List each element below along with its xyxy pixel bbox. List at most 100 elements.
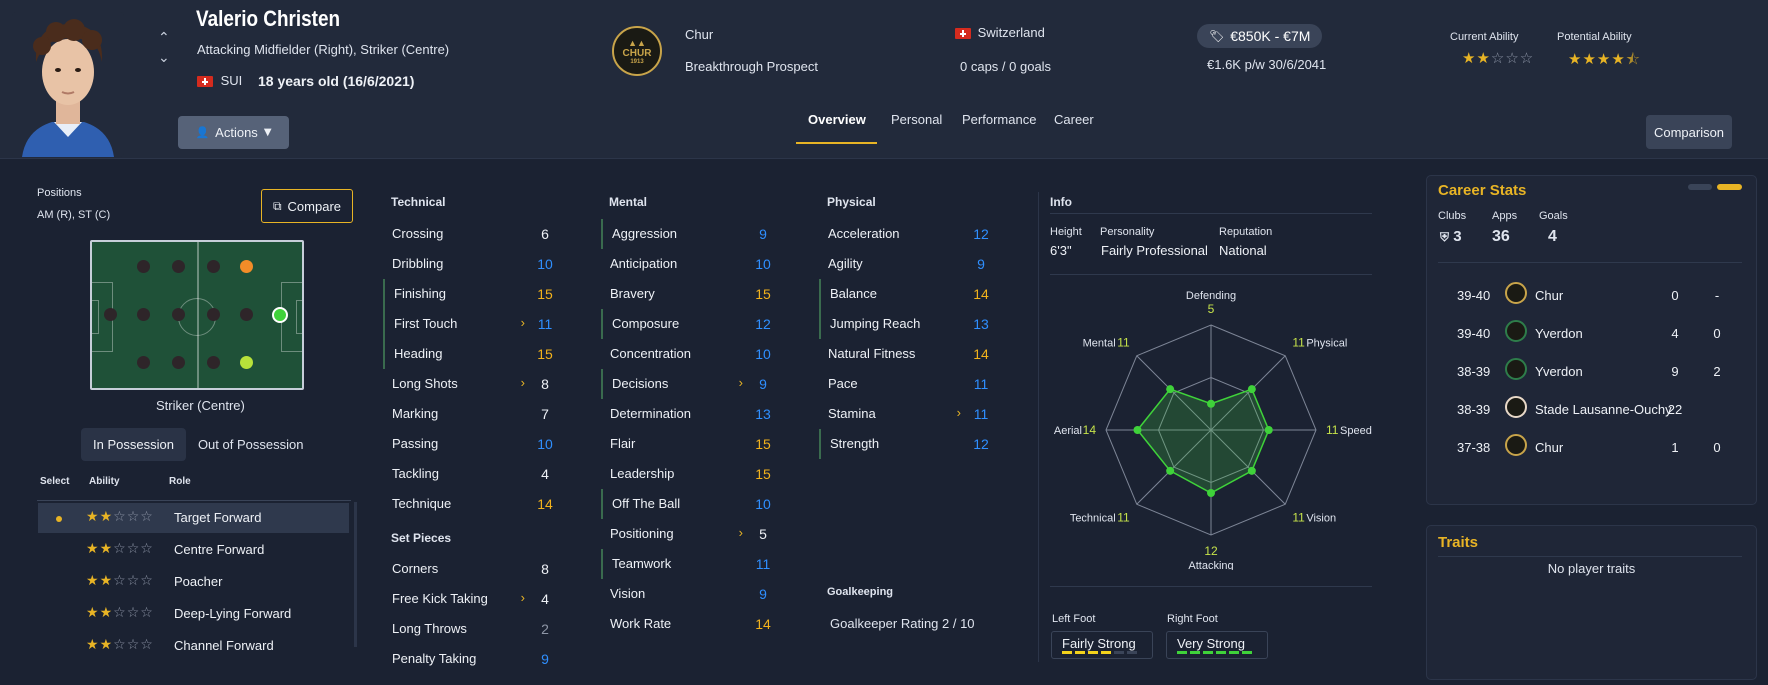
attribute-name: Strength — [830, 436, 880, 451]
attribute-value: 14 — [755, 616, 771, 632]
radar-value-label: 11 — [1292, 336, 1305, 350]
attribute-row[interactable]: Leadership 15 — [601, 459, 781, 489]
attribute-row[interactable]: Work Rate 14 — [601, 609, 781, 639]
tab-out-of-possession[interactable]: Out of Possession — [197, 437, 304, 452]
attribute-row[interactable]: Balance 14 — [819, 279, 999, 309]
attribute-row[interactable]: Aggression 9 — [601, 219, 781, 249]
career-row[interactable]: 38-39 Stade Lausanne-Ouchy 22 — [1447, 392, 1747, 428]
height-label: Height — [1050, 226, 1082, 238]
role-row[interactable]: ★★☆☆☆ Target Forward — [38, 503, 349, 533]
personality-value: Fairly Professional — [1101, 243, 1208, 258]
tab-overview[interactable]: Overview — [808, 112, 866, 127]
tab-performance[interactable]: Performance — [962, 112, 1037, 127]
attribute-row[interactable]: Flair 15 — [601, 429, 781, 459]
attribute-row[interactable]: Concentration 10 — [601, 339, 781, 369]
transfer-value[interactable]: 🏷 €850K - €7M — [1197, 24, 1323, 48]
career-club[interactable]: Chur — [1535, 440, 1564, 455]
next-player-icon[interactable]: ⌄ — [158, 50, 170, 66]
role-selected-dot-icon — [56, 516, 62, 522]
club-logo-icon — [1505, 282, 1527, 304]
radar-point — [1166, 385, 1175, 394]
role-row[interactable]: ★★☆☆☆ Deep-Lying Forward — [38, 599, 349, 629]
attribute-row[interactable]: Acceleration 12 — [819, 219, 999, 249]
attribute-value: 9 — [759, 376, 767, 392]
attribute-row[interactable]: Finishing 15 — [383, 279, 563, 309]
attribute-row[interactable]: Penalty Taking 9 — [383, 644, 563, 674]
potential-ability-label: Potential Ability — [1557, 31, 1632, 43]
career-club[interactable]: Chur — [1535, 288, 1564, 303]
radar-axis-label: Speed — [1340, 425, 1372, 437]
attribute-row[interactable]: Composure 12 — [601, 309, 781, 339]
club-logo-icon — [1505, 320, 1527, 342]
clubs-value: 3 — [1453, 228, 1462, 245]
attribute-row[interactable]: First Touch › 11 — [383, 309, 563, 339]
tab-in-possession[interactable]: In Possession — [81, 428, 186, 461]
attribute-row[interactable]: Long Shots › 8 — [383, 369, 563, 399]
comparison-button[interactable]: Comparison — [1646, 115, 1732, 149]
goals-value: 4 — [1548, 228, 1557, 245]
radar-value-label: 11 — [1117, 336, 1130, 350]
attribute-row[interactable]: Natural Fitness 14 — [819, 339, 999, 369]
career-club[interactable]: Yverdon — [1535, 364, 1583, 379]
attribute-row[interactable]: Free Kick Taking › 4 — [383, 584, 563, 614]
nation-link[interactable]: Switzerland — [955, 25, 1045, 40]
attribute-row[interactable]: Vision 9 — [601, 579, 781, 609]
page-dot-active[interactable] — [1717, 184, 1742, 190]
role-row[interactable]: ★★☆☆☆ Channel Forward — [38, 631, 349, 661]
club-logo-icon — [1505, 434, 1527, 456]
role-name: Poacher — [174, 574, 223, 589]
attribute-trend-icon: › — [520, 315, 525, 330]
attribute-value: 11 — [755, 556, 771, 572]
attribute-row[interactable]: Passing 10 — [383, 429, 563, 459]
tab-personal[interactable]: Personal — [891, 112, 943, 127]
career-row[interactable]: 37-38 Chur 1 0 — [1447, 430, 1747, 466]
attribute-value: 12 — [973, 436, 989, 452]
col-role: Role — [169, 476, 191, 487]
role-row[interactable]: ★★☆☆☆ Centre Forward — [38, 535, 349, 565]
attribute-row[interactable]: Strength 12 — [819, 429, 999, 459]
attribute-row[interactable]: Heading 15 — [383, 339, 563, 369]
attribute-row[interactable]: Marking 7 — [383, 399, 563, 429]
attribute-name: Long Shots — [392, 376, 458, 391]
career-row[interactable]: 39-40 Yverdon 4 0 — [1447, 316, 1747, 352]
attribute-row[interactable]: Technique 14 — [383, 489, 563, 519]
attribute-row[interactable]: Corners 8 — [383, 554, 563, 584]
attribute-row[interactable]: Agility 9 — [819, 249, 999, 279]
radar-point — [1207, 489, 1215, 497]
scrollbar[interactable] — [354, 502, 357, 647]
attribute-row[interactable]: Jumping Reach 13 — [819, 309, 999, 339]
radar-axis-label: Defending — [1186, 290, 1236, 302]
compare-button[interactable]: ⧉ Compare — [261, 189, 353, 223]
attribute-name: Crossing — [392, 226, 444, 241]
attribute-row[interactable]: Stamina › 11 — [819, 399, 999, 429]
career-club[interactable]: Stade Lausanne-Ouchy — [1535, 402, 1672, 417]
career-season: 39-40 — [1457, 326, 1491, 341]
attribute-row[interactable]: Long Throws 2 — [383, 614, 563, 644]
career-apps: 22 — [1667, 402, 1683, 417]
traits-title: Traits — [1438, 534, 1479, 551]
actions-button[interactable]: 👤 Actions ▼ — [178, 116, 289, 149]
attribute-row[interactable]: Bravery 15 — [601, 279, 781, 309]
previous-player-icon[interactable]: ⌃ — [158, 30, 170, 46]
attribute-row[interactable]: Tackling 4 — [383, 459, 563, 489]
role-row[interactable]: ★★☆☆☆ Poacher — [38, 567, 349, 597]
attribute-row[interactable]: Teamwork 11 — [601, 549, 781, 579]
attribute-row[interactable]: Decisions › 9 — [601, 369, 781, 399]
career-row[interactable]: 39-40 Chur 0 - — [1447, 278, 1747, 314]
right-foot-label: Right Foot — [1167, 613, 1218, 625]
attribute-row[interactable]: Anticipation 10 — [601, 249, 781, 279]
career-row[interactable]: 38-39 Yverdon 9 2 — [1447, 354, 1747, 390]
attribute-row[interactable]: Crossing 6 — [383, 219, 563, 249]
attribute-row[interactable]: Determination 13 — [601, 399, 781, 429]
club-name-link[interactable]: Chur — [685, 27, 714, 42]
page-dot[interactable] — [1688, 184, 1712, 190]
career-club[interactable]: Yverdon — [1535, 326, 1583, 341]
attribute-row[interactable]: Off The Ball 10 — [601, 489, 781, 519]
attribute-row[interactable]: Dribbling 10 — [383, 249, 563, 279]
attribute-row[interactable]: Positioning › 5 — [601, 519, 781, 549]
tab-career[interactable]: Career — [1054, 112, 1094, 127]
attribute-name: Aggression — [612, 226, 678, 241]
club-logo[interactable]: ▲▲ CHUR 1913 — [612, 26, 662, 76]
radar-point — [1166, 466, 1175, 475]
attribute-row[interactable]: Pace 11 — [819, 369, 999, 399]
